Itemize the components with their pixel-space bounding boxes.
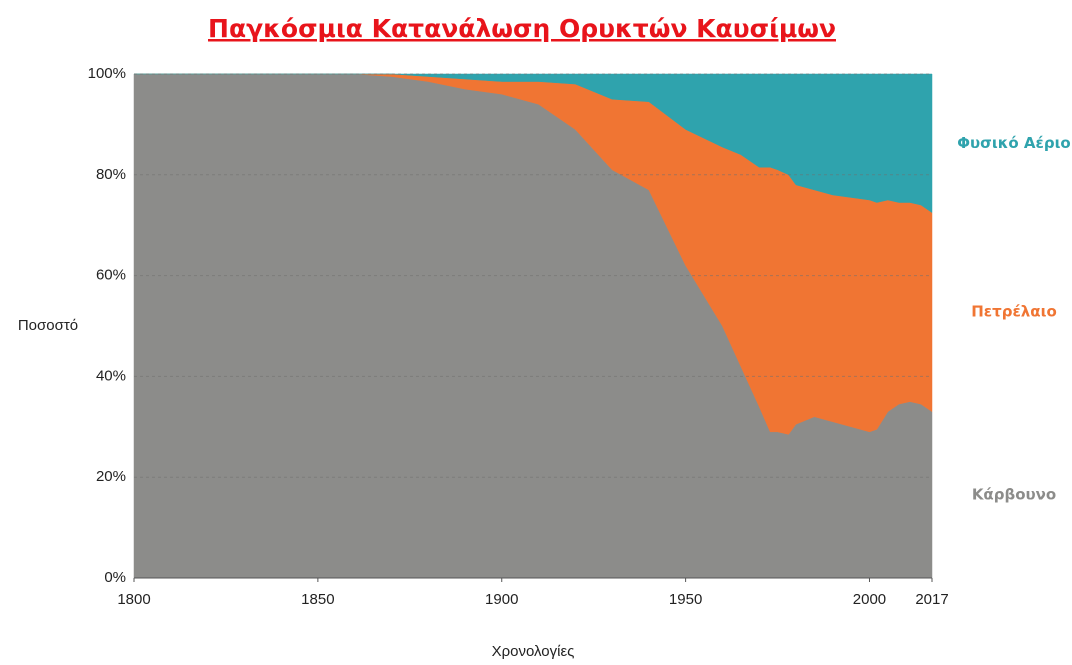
x-tick-label: 1950 xyxy=(669,591,702,608)
series-label: Κάρβουνο xyxy=(972,485,1056,503)
y-tick-label: 0% xyxy=(104,569,126,586)
series-label: Πετρέλαιο xyxy=(971,303,1057,321)
y-tick-label: 80% xyxy=(96,166,126,183)
series-label: Φυσικό Αέριο xyxy=(957,134,1070,152)
y-tick-label: 40% xyxy=(96,367,126,384)
y-tick-label: 100% xyxy=(88,65,126,82)
x-axis-label: Χρονολογίες xyxy=(492,643,575,660)
chart-title: Παγκόσμια Κατανάλωση Ορυκτών Καυσίμων xyxy=(208,14,836,43)
y-tick-label: 60% xyxy=(96,267,126,284)
x-tick-label: 2000 xyxy=(853,591,886,608)
x-tick-label: 1850 xyxy=(301,591,334,608)
y-tick-label: 20% xyxy=(96,468,126,485)
x-tick-label: 2017 xyxy=(915,591,948,608)
x-tick-label: 1800 xyxy=(117,591,150,608)
y-axis-label: Ποσοστό xyxy=(18,317,78,334)
x-tick-label: 1900 xyxy=(485,591,518,608)
area xyxy=(134,73,933,214)
